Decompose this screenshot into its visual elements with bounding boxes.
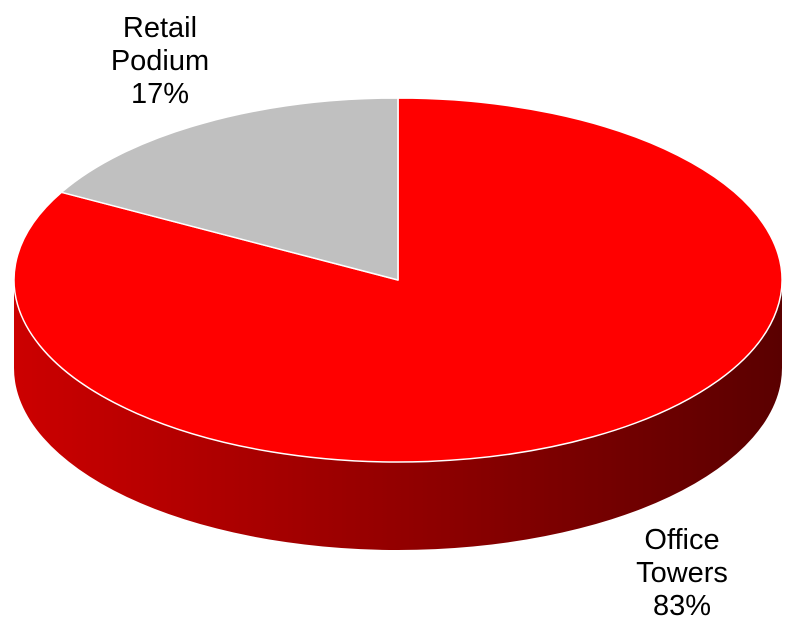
slice-label-retail-line1: Retail [122, 12, 198, 44]
pie-slices [13, 97, 783, 463]
pie-slice-retail-podium [60, 97, 399, 281]
slice-label-retail-line2: Podium [110, 45, 210, 77]
pie-side-office-towers [14, 280, 782, 550]
pie-side-walls [14, 280, 782, 550]
slice-value-office: 83% [652, 590, 712, 622]
slice-value-retail: 17% [130, 78, 190, 110]
slice-label-retail-podium: Retail Podium 17% [95, 12, 225, 111]
slice-label-office-line2: Towers [636, 557, 728, 589]
slice-label-office-line1: Office [644, 524, 720, 556]
slice-label-office-towers: Office Towers 83% [612, 524, 752, 623]
